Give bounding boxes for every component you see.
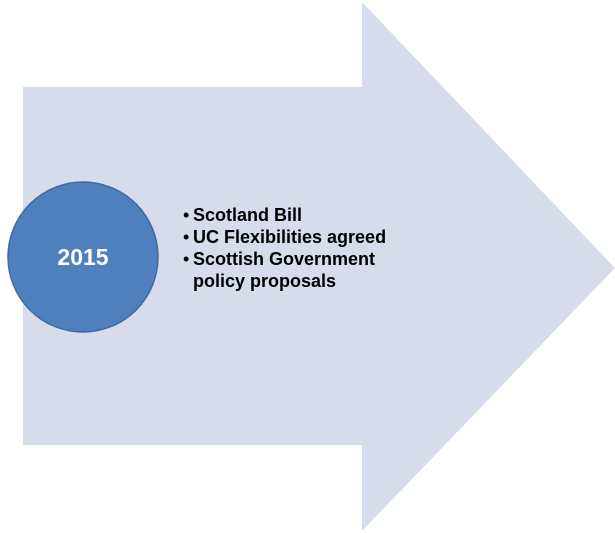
milestone-list: Scotland Bill UC Flexibilities agreed Sc…	[183, 204, 403, 292]
year-label: 2015	[57, 243, 109, 270]
milestone-text: UC Flexibilities agreed	[193, 227, 387, 247]
milestone-item: Scotland Bill	[183, 204, 403, 226]
milestone-item: UC Flexibilities agreed	[183, 226, 403, 248]
milestone-text: Scottish Government policy proposals	[193, 249, 376, 291]
milestone-item: Scottish Government policy proposals	[183, 248, 403, 292]
year-circle	[7, 181, 159, 333]
milestone-text: Scotland Bill	[193, 205, 303, 225]
